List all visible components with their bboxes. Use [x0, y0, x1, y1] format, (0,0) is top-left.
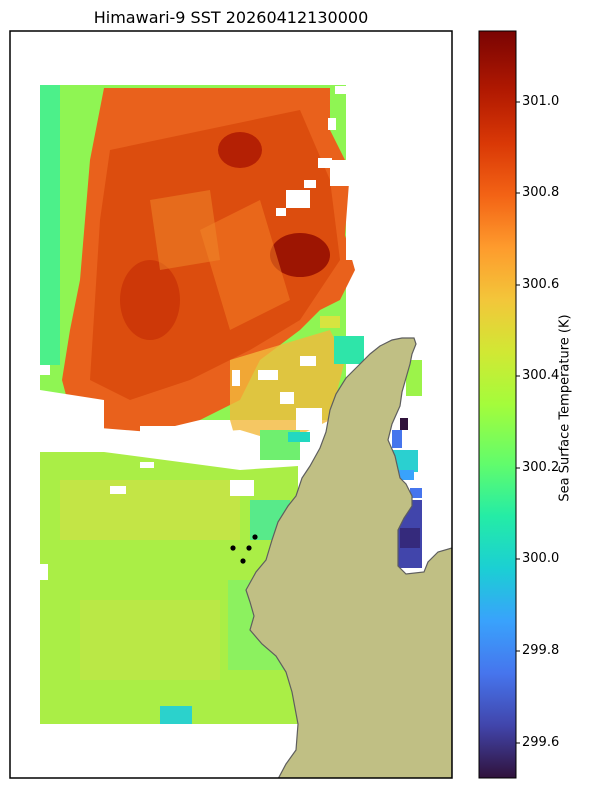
map-frame [9, 30, 453, 779]
colorbar-title-text: Sea Surface Temperature (K) [557, 314, 573, 502]
colorbar-tick-label: 300.2 [522, 460, 560, 475]
marker-point [246, 545, 252, 551]
colorbar-tick-label: 300.6 [522, 277, 560, 292]
colorbar-tick-label: 300.4 [522, 368, 560, 383]
colorbar-tick-label: 299.6 [522, 735, 560, 750]
colorbar-tick-label: 301.0 [522, 94, 560, 109]
marker-point [252, 534, 258, 540]
observation-markers [230, 534, 258, 564]
colorbar-tick-label: 299.8 [522, 643, 560, 658]
marker-point [240, 558, 246, 564]
land-polygon [245, 337, 452, 778]
colorbar [478, 30, 517, 779]
colorbar-tick-label: 300.0 [522, 551, 560, 566]
colorbar-ticks [516, 101, 520, 744]
sst-raster [40, 85, 424, 724]
map-title: Himawari-9 SST 20260412130000 [93, 8, 369, 27]
marker-point [230, 545, 236, 551]
colorbar-tick-label: 300.8 [522, 185, 560, 200]
